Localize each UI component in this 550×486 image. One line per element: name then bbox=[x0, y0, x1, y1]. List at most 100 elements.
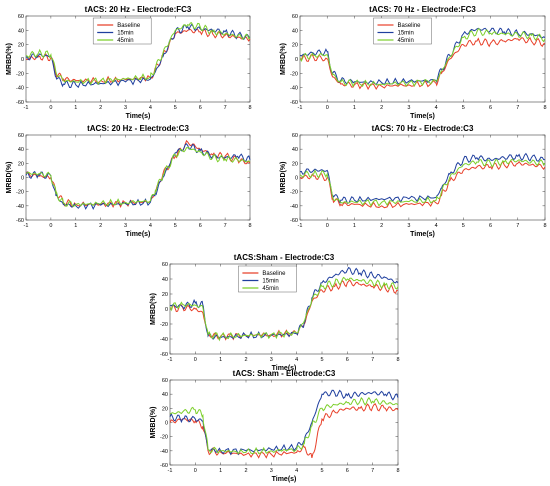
x-tick-label: 4 bbox=[295, 468, 298, 474]
x-tick-label: 5 bbox=[462, 223, 465, 229]
series-line-45min bbox=[169, 396, 399, 455]
y-tick-label: 20 bbox=[162, 292, 168, 298]
x-tick-label: 7 bbox=[224, 105, 227, 111]
y-tick-label: 60 bbox=[292, 14, 298, 20]
x-tick-label: -1 bbox=[168, 468, 173, 474]
legend-entry: 15min bbox=[262, 279, 278, 285]
x-tick-label: 0 bbox=[326, 105, 329, 111]
chart-panel-4: tACS: 70 Hz - Electrode:C3 -1 0 1 2 3 4 5 6 7 8 -60… bbox=[280, 124, 547, 238]
y-tick-label: -60 bbox=[16, 218, 24, 224]
x-axis-label: Time(s) bbox=[272, 476, 297, 483]
y-tick-label: 20 bbox=[162, 406, 168, 412]
chart-title: tACS: 70 Hz - Electrode:C3 bbox=[372, 124, 474, 133]
y-tick-label: 0 bbox=[165, 421, 168, 427]
chart-panel-1: tACS: 20 Hz - Electrode:FC3 -1 0 1 2 3 4 5 6 7 8 -6… bbox=[6, 5, 252, 120]
x-tick-label: 4 bbox=[435, 105, 438, 111]
y-tick-label: 40 bbox=[18, 147, 24, 153]
series-line-baseline bbox=[25, 139, 251, 209]
y-tick-label: 20 bbox=[18, 43, 24, 49]
x-tick-label: 6 bbox=[346, 357, 349, 363]
x-axis-label: Time(s) bbox=[126, 231, 151, 238]
x-tick-label: 0 bbox=[194, 468, 197, 474]
y-axis-label: MRBD(%) bbox=[150, 293, 157, 325]
x-tick-label: 2 bbox=[244, 468, 247, 474]
y-axis-label: MRBD(%) bbox=[6, 162, 13, 194]
x-tick-label: 2 bbox=[244, 357, 247, 363]
legend-entry: 45min bbox=[117, 38, 133, 44]
y-tick-label: 60 bbox=[18, 14, 24, 20]
x-tick-label: 3 bbox=[124, 223, 127, 229]
x-tick-label: 2 bbox=[380, 105, 383, 111]
x-tick-label: 8 bbox=[396, 357, 399, 363]
x-tick-label: 7 bbox=[516, 223, 519, 229]
legend-entry: 15min bbox=[398, 31, 414, 37]
x-tick-label: -1 bbox=[298, 105, 303, 111]
x-tick-label: 4 bbox=[149, 105, 152, 111]
plot-area bbox=[25, 134, 251, 221]
chart-panel-5: tACS:Sham - Electrode:C3 -1 0 1 2 3 4 5 6 7 8 -60 -4… bbox=[150, 253, 400, 372]
x-tick-label: 7 bbox=[516, 105, 519, 111]
x-tick-label: 3 bbox=[407, 105, 410, 111]
x-tick-label: -1 bbox=[168, 357, 173, 363]
series-line-baseline bbox=[299, 160, 546, 209]
x-axis-label: Time(s) bbox=[410, 231, 435, 238]
x-tick-label: 3 bbox=[407, 223, 410, 229]
chart-title: tACS: 20 Hz - Electrode:C3 bbox=[87, 124, 189, 133]
legend-entry: Baseline bbox=[398, 23, 422, 29]
x-tick-label: 0 bbox=[326, 223, 329, 229]
y-tick-label: -40 bbox=[290, 86, 298, 92]
y-tick-label: 40 bbox=[292, 147, 298, 153]
legend-entry: Baseline bbox=[262, 271, 286, 277]
x-tick-label: 1 bbox=[353, 223, 356, 229]
x-tick-label: 4 bbox=[149, 223, 152, 229]
y-tick-label: -40 bbox=[160, 449, 168, 455]
x-tick-label: 1 bbox=[219, 357, 222, 363]
y-tick-label: -20 bbox=[16, 190, 24, 196]
chart-panel-2: tACS: 70 Hz - Electrode:FC3 -1 0 1 2 3 4 5 6 7 8 -6… bbox=[280, 5, 547, 120]
series-line-45min bbox=[169, 276, 399, 342]
x-tick-label: 0 bbox=[49, 223, 52, 229]
x-tick-label: 6 bbox=[489, 105, 492, 111]
y-tick-label: -20 bbox=[160, 322, 168, 328]
x-tick-label: 2 bbox=[380, 223, 383, 229]
x-tick-label: 3 bbox=[270, 468, 273, 474]
x-tick-label: 4 bbox=[435, 223, 438, 229]
y-tick-label: 0 bbox=[165, 307, 168, 313]
y-tick-label: 40 bbox=[292, 28, 298, 34]
chart-panel-6: tACS: Sham - Electrode:C3 -1 0 1 2 3 4 5 6 7 8 -60 -… bbox=[150, 369, 400, 483]
x-tick-label: 1 bbox=[353, 105, 356, 111]
y-tick-label: 40 bbox=[18, 28, 24, 34]
x-tick-label: 8 bbox=[543, 105, 546, 111]
series-line-45min bbox=[25, 22, 251, 86]
chart-title: tACS: 70 Hz - Electrode:FC3 bbox=[369, 5, 476, 14]
legend-entry: 45min bbox=[398, 38, 414, 44]
y-tick-label: -20 bbox=[290, 71, 298, 77]
y-tick-label: -60 bbox=[16, 100, 24, 106]
y-tick-label: 60 bbox=[162, 378, 168, 384]
y-axis-label: MRBD(%) bbox=[280, 162, 287, 194]
x-tick-label: 8 bbox=[396, 468, 399, 474]
x-axis-label: Time(s) bbox=[410, 113, 435, 120]
chart-title: tACS: Sham - Electrode:C3 bbox=[233, 369, 336, 378]
y-tick-label: -60 bbox=[160, 463, 168, 469]
y-tick-label: -20 bbox=[160, 435, 168, 441]
series-line-15min bbox=[169, 389, 399, 456]
y-tick-label: -20 bbox=[16, 71, 24, 77]
x-tick-label: 5 bbox=[320, 357, 323, 363]
x-tick-label: 2 bbox=[99, 223, 102, 229]
x-tick-label: 4 bbox=[295, 357, 298, 363]
series-line-15min bbox=[169, 266, 399, 340]
y-tick-label: 0 bbox=[295, 57, 298, 63]
legend-entry: Baseline bbox=[117, 23, 141, 29]
y-tick-label: -40 bbox=[160, 337, 168, 343]
x-tick-label: -1 bbox=[24, 223, 29, 229]
x-tick-label: 6 bbox=[346, 468, 349, 474]
y-axis-label: MRBD(%) bbox=[150, 407, 157, 439]
x-axis-label: Time(s) bbox=[126, 113, 151, 120]
x-tick-label: 0 bbox=[49, 105, 52, 111]
y-tick-label: 0 bbox=[295, 176, 298, 182]
x-tick-label: 6 bbox=[199, 223, 202, 229]
